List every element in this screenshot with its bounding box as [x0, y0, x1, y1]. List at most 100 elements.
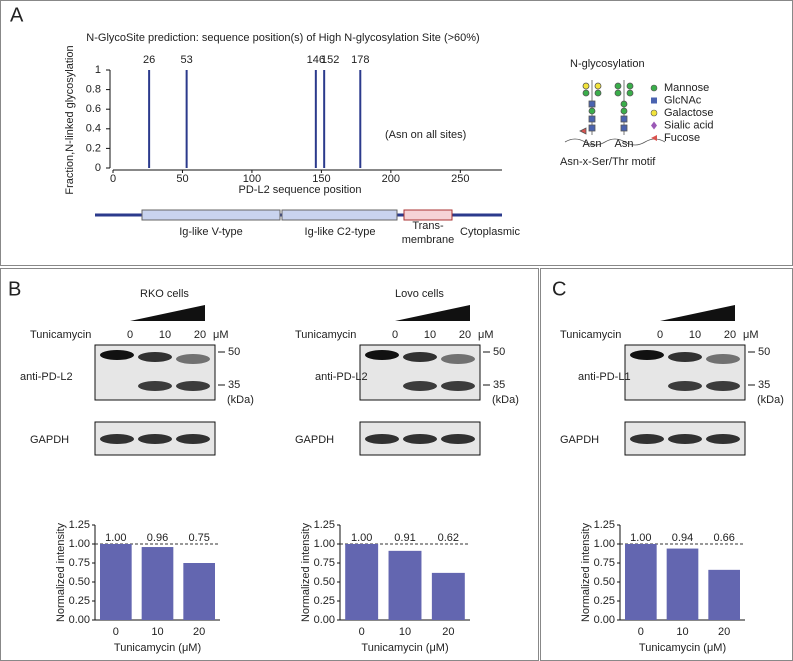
x-tick-label: 0: [638, 626, 644, 638]
cell-line: RKO cells: [140, 288, 189, 300]
loading-control: GAPDH: [560, 434, 599, 446]
panel-label: B: [8, 278, 21, 300]
stem-label: 26: [143, 54, 155, 66]
bar: [141, 547, 174, 620]
blot-band: [176, 381, 210, 391]
x-axis-label: Tunicamycin (μM): [114, 642, 201, 654]
y-tick-label: 1: [95, 64, 101, 76]
legend-swatch: [651, 135, 657, 141]
x-tick-label: 10: [676, 626, 688, 638]
legend-title: N-glycosylation: [570, 58, 645, 70]
blot-band: [630, 434, 664, 444]
y-tick-label: 0.6: [86, 103, 101, 115]
value-label: 1.00: [630, 532, 651, 544]
marker-unit: (kDa): [227, 394, 254, 406]
unit: μM: [213, 329, 229, 341]
x-tick-label: 100: [243, 173, 261, 185]
panel-c-frame: [540, 268, 793, 661]
motif-label: Asn-x-Ser/Thr motif: [560, 156, 656, 168]
y-tick-label: 0.2: [86, 142, 101, 154]
marker: 50: [228, 346, 240, 358]
dose: 0: [392, 329, 398, 341]
x-tick-label: 20: [193, 626, 205, 638]
y-tick-label: 0: [95, 162, 101, 174]
loading-control: GAPDH: [30, 434, 69, 446]
bar: [431, 572, 465, 620]
site-label: Asn: [583, 138, 602, 150]
x-tick-label: 20: [718, 626, 730, 638]
y-tick-label: 1.25: [594, 519, 615, 531]
y-tick-label: 0.75: [314, 557, 335, 569]
antibody: anti-PD-L1: [578, 371, 631, 383]
dose: 20: [194, 329, 206, 341]
dose: 10: [424, 329, 436, 341]
x-tick-label: 20: [442, 626, 454, 638]
y-tick-label: 0.4: [86, 123, 101, 135]
bar: [625, 544, 657, 620]
value-label: 0.94: [672, 532, 693, 544]
blot-band: [403, 381, 437, 391]
bar: [345, 544, 379, 620]
x-tick-label: 0: [113, 626, 119, 638]
y-tick-label: 0.25: [594, 595, 615, 607]
marker: 50: [758, 346, 770, 358]
domain-label: membrane: [402, 234, 455, 246]
x-tick-label: 0: [110, 173, 116, 185]
blot-band: [403, 352, 437, 362]
x-tick-label: 0: [359, 626, 365, 638]
dose: 10: [689, 329, 701, 341]
legend-swatch: [650, 84, 658, 92]
blot-band: [441, 354, 475, 364]
y-tick-label: 1.25: [314, 519, 335, 531]
blot-band: [100, 350, 134, 360]
dose-wedge: [660, 305, 735, 321]
stem-label: 146: [307, 54, 325, 66]
x-tick-label: 10: [151, 626, 163, 638]
domain-label: Ig-like V-type: [179, 226, 243, 238]
blot-band: [138, 381, 172, 391]
marker: 35: [758, 379, 770, 391]
legend-label: Mannose: [664, 82, 709, 94]
legend-label: Fucose: [664, 132, 700, 144]
y-tick-label: 0.25: [314, 595, 335, 607]
value-label: 1.00: [351, 532, 372, 544]
bar: [666, 548, 699, 620]
domain-label: Cytoplasmic: [460, 226, 520, 238]
glycan-icon: [564, 80, 666, 146]
dose: 20: [724, 329, 736, 341]
x-axis-label: Tunicamycin (μM): [361, 642, 448, 654]
marker: 35: [228, 379, 240, 391]
legend-label: GlcNAc: [664, 94, 702, 106]
marker: 50: [493, 346, 505, 358]
value-label: 0.62: [438, 532, 459, 544]
y-tick-label: 0.50: [314, 576, 335, 588]
chart-title: N-GlycoSite prediction: sequence positio…: [86, 32, 479, 44]
treatment: Tunicamycin: [30, 329, 91, 341]
domain-label: Trans-: [412, 220, 444, 232]
cell-line: Lovo cells: [395, 288, 444, 300]
blot-band: [365, 350, 399, 360]
x-axis-label: PD-L2 sequence position: [239, 184, 362, 196]
dose-wedge: [395, 305, 470, 321]
y-axis-label: Normalized intensity: [55, 522, 67, 622]
domain-label: Ig-like C2-type: [305, 226, 376, 238]
y-axis-label: Normalized intensity: [580, 522, 592, 622]
blot-band: [138, 352, 172, 362]
x-tick-label: 200: [382, 173, 400, 185]
treatment: Tunicamycin: [560, 329, 621, 341]
unit: μM: [743, 329, 759, 341]
blot-band: [365, 434, 399, 444]
blot-band: [668, 434, 702, 444]
y-tick-label: 0.50: [594, 576, 615, 588]
value-label: 0.66: [713, 532, 734, 544]
y-tick-label: 1.00: [314, 538, 335, 550]
y-tick-label: 0.00: [314, 614, 335, 626]
value-label: 0.75: [188, 532, 209, 544]
x-tick-label: 250: [451, 173, 469, 185]
blot-band: [403, 434, 437, 444]
loading-control: GAPDH: [295, 434, 334, 446]
bar: [388, 550, 422, 620]
blot-band: [706, 381, 740, 391]
unit: μM: [478, 329, 494, 341]
y-tick-label: 0.00: [594, 614, 615, 626]
